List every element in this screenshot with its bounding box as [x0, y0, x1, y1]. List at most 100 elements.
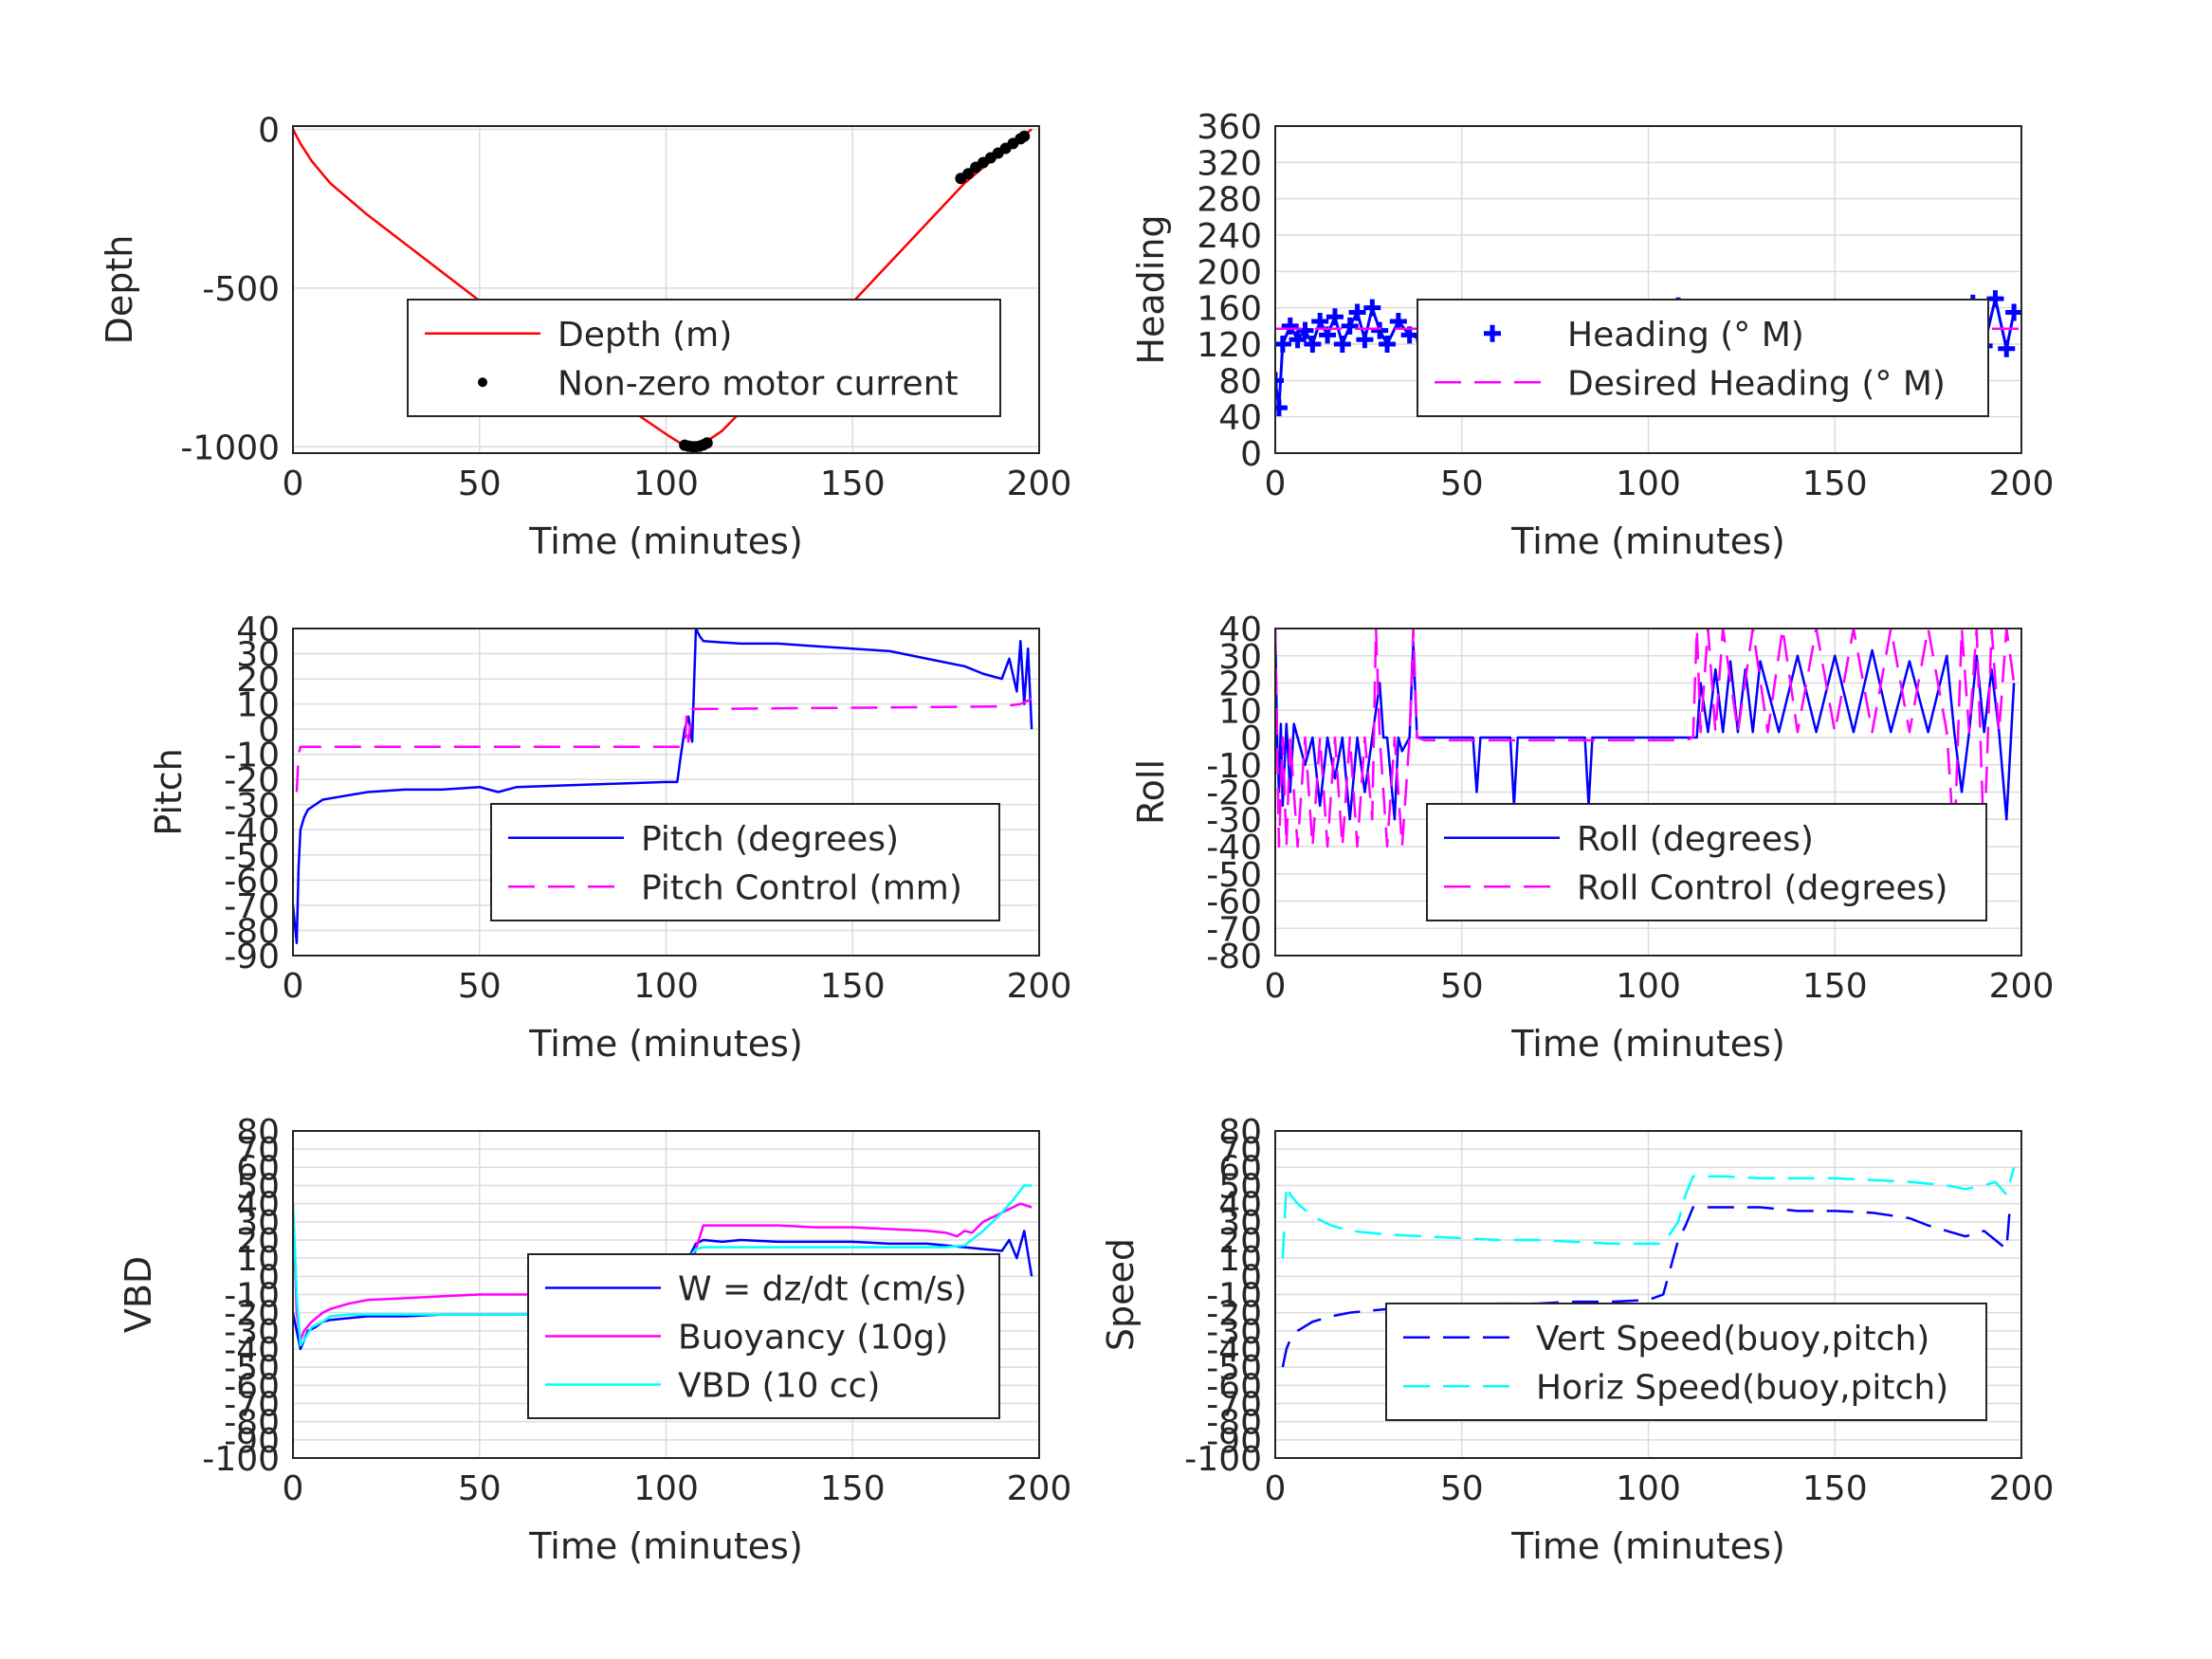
- speed-ytick-label-14: 40: [1218, 1186, 1262, 1225]
- vbd-ytick-label-0: -100: [202, 1440, 280, 1479]
- roll-xtick-label-1: 50: [1440, 967, 1484, 1006]
- roll-xtick-label-4: 200: [1989, 967, 2055, 1006]
- depth-xtick-label-3: 150: [820, 465, 886, 503]
- speed-ytick-label-15: 50: [1218, 1168, 1262, 1207]
- pitch-xtick-label-1: 50: [458, 967, 502, 1006]
- roll-ytick-label-5: -30: [1206, 801, 1262, 840]
- pitch-ytick-label-10: 10: [236, 686, 280, 725]
- speed-ytick-label-8: -20: [1206, 1295, 1262, 1334]
- speed-ytick-label-1: -90: [1206, 1422, 1262, 1461]
- heading-ytick-label-7: 280: [1197, 181, 1262, 220]
- vbd-ytick-label-9: -10: [224, 1277, 280, 1316]
- heading-xtick-label-0: 0: [1265, 465, 1287, 503]
- roll-xtick-label-0: 0: [1265, 967, 1287, 1006]
- heading-xtick-label-2: 100: [1616, 465, 1681, 503]
- speed-series-0-line: [1281, 1203, 2012, 1368]
- speed-xtick-label-1: 50: [1440, 1469, 1484, 1508]
- vbd-ytick-label-17: 70: [236, 1131, 280, 1170]
- vbd-xtick-label-2: 100: [633, 1469, 699, 1508]
- speed-ytick-label-11: 10: [1218, 1240, 1262, 1279]
- speed-series-1-line: [1281, 1167, 2016, 1259]
- roll-ytick-label-1: -70: [1206, 910, 1262, 949]
- vbd-ytick-label-2: -80: [224, 1404, 280, 1443]
- speed-xtick-label-2: 100: [1616, 1469, 1681, 1508]
- heading-ytick-label-1: 40: [1218, 399, 1262, 438]
- depth-series-0: [293, 128, 1033, 448]
- pitch-ytick-label-2: -70: [224, 887, 280, 926]
- speed-ytick-label-5: -50: [1206, 1349, 1262, 1388]
- depth-panel: 0 50 100 150 200 -1000 -500 0 Time (minutes) Dept…: [99, 111, 1071, 562]
- vbd-xtick-label-3: 150: [820, 1469, 886, 1508]
- vbd-legend-label-0: W = dz/dt (cm/s): [678, 1270, 967, 1309]
- vbd-ytick-label-5: -50: [224, 1349, 280, 1388]
- vbd-ytick-label-15: 50: [236, 1168, 280, 1207]
- vbd-xlabel: Time (minutes): [528, 1525, 803, 1567]
- pitch-xtick-label-2: 100: [633, 967, 699, 1006]
- pitch-ytick-label-4: -50: [224, 837, 280, 876]
- vbd-ytick-label-13: 30: [236, 1204, 280, 1243]
- speed-ytick-label-4: -60: [1206, 1367, 1262, 1406]
- depth-series-1-point-8: [962, 168, 975, 180]
- heading-legend-label-0: Heading (° M): [1567, 316, 1804, 355]
- heading-xlabel: Time (minutes): [1510, 520, 1785, 562]
- speed-ytick-label-7: -30: [1206, 1313, 1262, 1352]
- vbd-ytick-label-7: -30: [224, 1313, 280, 1352]
- depth-legend-label-1: Non-zero motor current: [558, 364, 959, 403]
- pitch-series-1: [295, 698, 1033, 793]
- speed-ytick-label-18: 80: [1218, 1113, 1262, 1152]
- speed-xtick-label-4: 200: [1989, 1469, 2055, 1508]
- speed-series-1: [1281, 1167, 2016, 1259]
- speed-ytick-label-12: 20: [1218, 1222, 1262, 1261]
- pitch-ytick-label-0: -90: [224, 938, 280, 976]
- roll-xtick-label-2: 100: [1616, 967, 1681, 1006]
- vbd-ytick-label-12: 20: [236, 1222, 280, 1261]
- roll-ylabel: Roll: [1130, 759, 1172, 825]
- heading-xtick-label-4: 200: [1989, 465, 2055, 503]
- pitch-series-0-line: [293, 629, 1033, 944]
- pitch-panel: 0 50 100 150 200-90-80-70-60-50-40-30-20-100…: [148, 611, 1071, 1065]
- vbd-ytick-label-14: 40: [236, 1186, 280, 1225]
- depth-series-1: [679, 130, 1031, 453]
- pitch-legend-label-0: Pitch (degrees): [641, 820, 899, 859]
- pitch-legend-box: [490, 803, 1000, 921]
- pitch-ytick-label-13: 40: [236, 611, 280, 649]
- speed-xtick-label-3: 150: [1802, 1469, 1868, 1508]
- roll-ytick-label-10: 20: [1218, 665, 1262, 704]
- heading-axes-frame: [1274, 125, 2022, 454]
- heading-ytick-label-6: 240: [1197, 217, 1262, 256]
- roll-ytick-label-2: -60: [1206, 884, 1262, 922]
- speed-ylabel: Speed: [1100, 1238, 1142, 1351]
- speed-axes-frame: [1274, 1130, 2022, 1459]
- speed-ytick-label-17: 70: [1218, 1131, 1262, 1170]
- pitch-legend-label-1: Pitch Control (mm): [641, 868, 962, 907]
- depth-legend-box: [407, 299, 1001, 417]
- depth-ytick-label-0: -1000: [180, 428, 280, 467]
- heading-legend-swatch-0: [1484, 324, 1501, 342]
- heading-ytick-label-8: 320: [1197, 144, 1262, 183]
- pitch-ytick-label-7: -20: [224, 761, 280, 800]
- roll-ytick-label-6: -20: [1206, 775, 1262, 813]
- depth-legend-swatch-1: [478, 377, 487, 388]
- roll-ytick-label-7: -10: [1206, 747, 1262, 786]
- roll-ytick-label-9: 10: [1218, 692, 1262, 731]
- heading-ytick-label-2: 80: [1218, 362, 1262, 401]
- roll-ytick-label-4: -40: [1206, 829, 1262, 867]
- vbd-legend-label-1: Buoyancy (10g): [678, 1319, 948, 1358]
- depth-xlabel: Time (minutes): [528, 520, 803, 562]
- speed-legend: Vert Speed(buoy,pitch) Horiz Speed(buoy,p…: [1385, 1303, 1987, 1421]
- roll-series-1: [1275, 629, 2016, 848]
- speed-legend-label-1: Horiz Speed(buoy,pitch): [1536, 1368, 1948, 1407]
- speed-legend-box: [1385, 1303, 1987, 1421]
- depth-xtick-label-1: 50: [458, 465, 502, 503]
- vbd-legend: W = dz/dt (cm/s) Buoyancy (10g) VBD (10 cc…: [527, 1253, 1000, 1419]
- pitch-ytick-label-1: -80: [224, 912, 280, 951]
- speed-ytick-label-2: -80: [1206, 1404, 1262, 1443]
- speed-ytick-label-10: 0: [1240, 1258, 1262, 1297]
- depth-axes-frame: [292, 125, 1040, 454]
- speed-ytick-label-16: 60: [1218, 1149, 1262, 1188]
- depth-ytick-label-1: -500: [202, 270, 280, 309]
- depth-legend: Depth (m) Non-zero motor current: [407, 299, 1001, 417]
- roll-legend-label-0: Roll (degrees): [1577, 820, 1814, 859]
- depth-series-1-point-16: [1018, 130, 1031, 142]
- speed-ytick-label-13: 30: [1218, 1204, 1262, 1243]
